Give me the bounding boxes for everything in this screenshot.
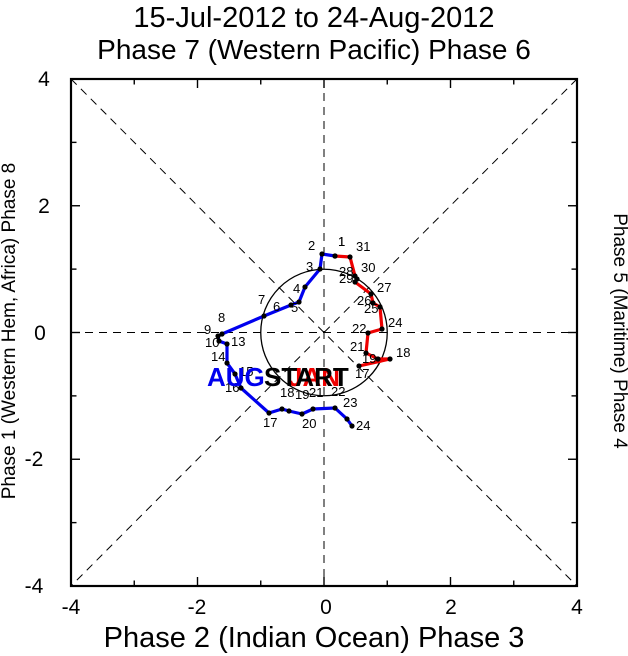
svg-text:31: 31	[356, 239, 370, 254]
svg-text:22: 22	[352, 321, 366, 336]
svg-text:5: 5	[291, 300, 298, 315]
svg-text:28: 28	[339, 264, 353, 279]
svg-text:17: 17	[263, 415, 277, 430]
svg-text:20: 20	[302, 416, 316, 431]
svg-text:18: 18	[396, 345, 410, 360]
svg-text:8: 8	[218, 310, 225, 325]
svg-text:13: 13	[231, 334, 245, 349]
svg-text:6: 6	[273, 299, 280, 314]
svg-text:25: 25	[364, 301, 378, 316]
svg-text:7: 7	[258, 292, 265, 307]
svg-text:23: 23	[343, 395, 357, 410]
svg-text:10: 10	[205, 335, 219, 350]
svg-text:27: 27	[377, 280, 391, 295]
svg-text:24: 24	[388, 315, 402, 330]
svg-text:2: 2	[308, 238, 315, 253]
svg-text:24: 24	[356, 418, 370, 433]
svg-text:4: 4	[293, 281, 300, 296]
svg-text:3: 3	[306, 259, 313, 274]
svg-text:1: 1	[338, 234, 345, 249]
svg-text:30: 30	[361, 260, 375, 275]
